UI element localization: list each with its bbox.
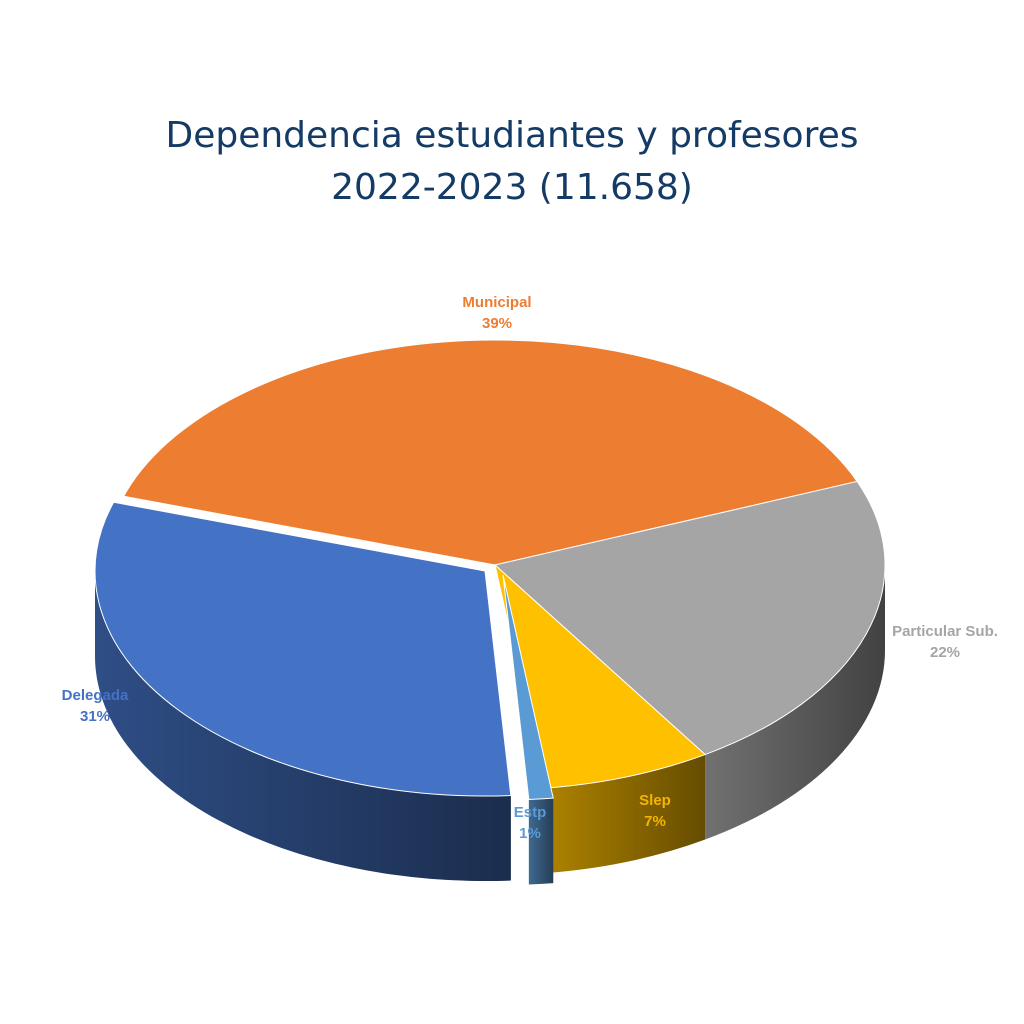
- chart-title-line-2: 2022-2023 (11.658): [331, 167, 693, 208]
- pie-slice-estp: [502, 574, 554, 801]
- slice-label-value-municipal: 39%: [482, 315, 512, 332]
- pie-slice-delegada: [94, 501, 512, 797]
- pie-side-shade-delegada: [95, 571, 511, 881]
- slice-label-name-slep: Slep: [639, 792, 671, 809]
- pie-slice-municipal: [122, 339, 858, 566]
- pie-tops: [94, 339, 886, 801]
- slice-label-name-municipal: Municipal: [462, 294, 531, 311]
- chart-title-line-1: Dependencia estudiantes y profesores: [165, 115, 859, 156]
- slice-label-name-delegada: Delegada: [62, 687, 129, 704]
- pie-side-shade-estp: [528, 798, 554, 885]
- pie-labels: Municipal 39% Particular Sub. 22% Slep 7% Estp…: [62, 294, 998, 842]
- pie-slice-slep: [494, 563, 707, 789]
- pie-sides: [95, 565, 885, 885]
- pie-side-shade-particular-sub: [705, 565, 885, 840]
- chart-title: Dependencia estudiantes y profesores 202…: [0, 110, 1024, 214]
- slice-label-name-particular-sub: Particular Sub.: [892, 623, 998, 640]
- slice-label-value-estp: 1%: [519, 825, 541, 842]
- pie-slice-particular-sub: [493, 480, 886, 756]
- slice-label-value-delegada: 31%: [80, 708, 110, 725]
- slice-label-value-slep: 7%: [644, 813, 666, 830]
- slice-label-name-estp: Estp: [514, 804, 547, 821]
- slice-label-value-particular-sub: 22%: [930, 644, 960, 661]
